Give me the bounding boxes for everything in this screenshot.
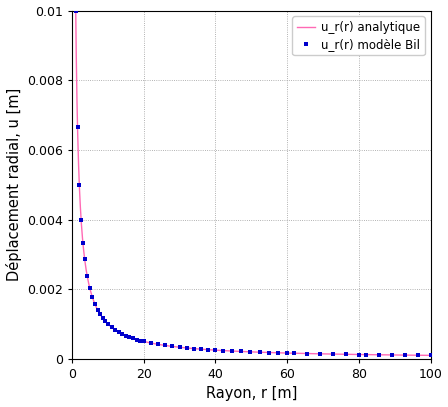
u_r(r) modèle Bil xyxy=(102,318,109,324)
u_r(r) modèle Bil xyxy=(212,347,219,353)
u_r(r) modèle Bil xyxy=(198,346,205,352)
u_r(r) analytique xyxy=(352,352,358,357)
u_r(r) modèle Bil xyxy=(94,306,101,313)
u_r(r) modèle Bil xyxy=(219,347,226,354)
u_r(r) modèle Bil xyxy=(228,348,236,354)
u_r(r) modèle Bil xyxy=(108,324,115,330)
u_r(r) modèle Bil xyxy=(329,351,336,357)
u_r(r) modèle Bil xyxy=(126,334,133,340)
u_r(r) modèle Bil xyxy=(137,337,144,344)
u_r(r) modèle Bil xyxy=(169,343,176,350)
u_r(r) modèle Bil xyxy=(247,349,254,355)
u_r(r) modèle Bil xyxy=(147,340,155,346)
u_r(r) modèle Bil xyxy=(122,333,129,339)
u_r(r) modèle Bil xyxy=(155,341,162,348)
u_r(r) modèle Bil xyxy=(274,350,281,356)
u_r(r) modèle Bil xyxy=(291,350,298,357)
u_r(r) modèle Bil xyxy=(427,352,434,359)
u_r(r) modèle Bil xyxy=(72,7,79,14)
u_r(r) analytique xyxy=(428,353,433,358)
u_r(r) modèle Bil xyxy=(401,352,408,359)
u_r(r) modèle Bil xyxy=(256,349,263,355)
u_r(r) modèle Bil xyxy=(304,350,311,357)
u_r(r) modèle Bil xyxy=(79,239,86,246)
u_r(r) modèle Bil xyxy=(74,123,81,130)
u_r(r) analytique xyxy=(90,294,95,299)
u_r(r) modèle Bil xyxy=(81,256,88,263)
u_r(r) modèle Bil xyxy=(284,350,291,356)
u_r(r) modèle Bil xyxy=(99,315,106,322)
X-axis label: Rayon, r [m]: Rayon, r [m] xyxy=(206,386,297,401)
u_r(r) modèle Bil xyxy=(355,351,362,358)
u_r(r) modèle Bil xyxy=(342,351,349,358)
u_r(r) modèle Bil xyxy=(91,301,99,308)
u_r(r) analytique xyxy=(418,353,423,358)
Line: u_r(r) analytique: u_r(r) analytique xyxy=(74,0,431,355)
u_r(r) modèle Bil xyxy=(104,321,112,327)
u_r(r) modèle Bil xyxy=(97,311,104,317)
u_r(r) modèle Bil xyxy=(237,348,245,355)
u_r(r) modèle Bil xyxy=(162,342,169,349)
u_r(r) modèle Bil xyxy=(89,294,96,301)
u_r(r) modèle Bil xyxy=(86,285,94,292)
u_r(r) modèle Bil xyxy=(205,346,212,353)
u_r(r) modèle Bil xyxy=(76,182,83,188)
Legend: u_r(r) analytique, u_r(r) modèle Bil: u_r(r) analytique, u_r(r) modèle Bil xyxy=(293,16,425,55)
u_r(r) modèle Bil xyxy=(133,336,140,343)
u_r(r) analytique xyxy=(245,349,250,354)
u_r(r) modèle Bil xyxy=(119,331,126,337)
u_r(r) modèle Bil xyxy=(388,352,396,358)
u_r(r) modèle Bil xyxy=(375,352,383,358)
u_r(r) analytique xyxy=(417,353,422,358)
u_r(r) modèle Bil xyxy=(176,344,183,350)
u_r(r) modèle Bil xyxy=(190,346,198,352)
u_r(r) modèle Bil xyxy=(140,338,147,345)
u_r(r) modèle Bil xyxy=(112,326,119,333)
u_r(r) modèle Bil xyxy=(115,329,122,335)
u_r(r) modèle Bil xyxy=(78,216,85,223)
u_r(r) modèle Bil xyxy=(129,335,137,341)
u_r(r) modèle Bil xyxy=(414,352,421,359)
Y-axis label: Déplacement radial, u [m]: Déplacement radial, u [m] xyxy=(5,88,22,281)
u_r(r) modèle Bil xyxy=(317,350,324,357)
u_r(r) modèle Bil xyxy=(265,349,272,356)
u_r(r) modèle Bil xyxy=(183,345,190,351)
u_r(r) modèle Bil xyxy=(84,273,91,280)
u_r(r) modèle Bil xyxy=(362,351,370,358)
u_r(r) analytique xyxy=(235,349,241,354)
